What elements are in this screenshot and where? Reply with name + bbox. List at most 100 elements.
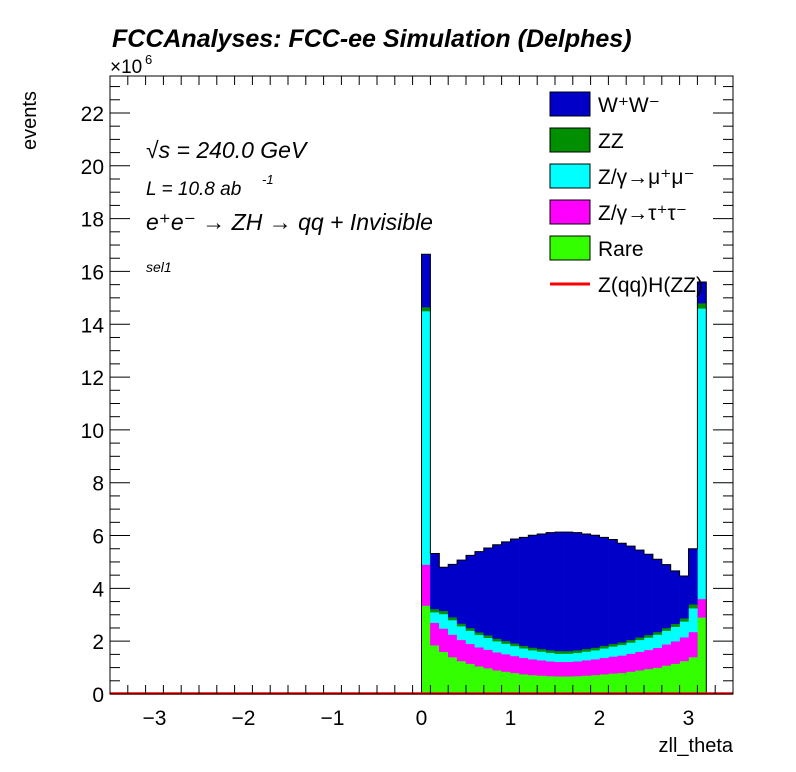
y-tick-label: 12 <box>81 367 104 390</box>
bar-0-1 <box>430 644 440 695</box>
y-tick-label: 14 <box>81 314 105 337</box>
y-exponent-power: 6 <box>145 52 152 67</box>
bar-1-28 <box>670 640 680 664</box>
bar-3-14 <box>545 649 556 654</box>
bar-4-21 <box>608 539 618 645</box>
x-tick-label: 1 <box>505 707 517 730</box>
bar-3-16 <box>563 650 574 654</box>
bar-3-9 <box>501 640 511 644</box>
bar-1-15 <box>554 661 565 677</box>
bar-2-8 <box>492 640 502 653</box>
x-tick-label: −2 <box>232 707 256 730</box>
bar-2-30 <box>688 607 698 633</box>
bar-2-13 <box>536 651 547 661</box>
bar-0-21 <box>608 673 618 695</box>
bar-0-25 <box>643 668 654 695</box>
bar-3-4 <box>456 623 467 627</box>
x-axis-ticks: −3 −2 −1 0 1 2 3 <box>109 76 734 730</box>
bar-2-12 <box>528 649 538 660</box>
bar-3-15 <box>554 650 565 654</box>
legend-label: W⁺W⁻ <box>598 94 660 117</box>
bar-3-5 <box>465 627 476 631</box>
bar-3-22 <box>617 641 627 646</box>
histogram-bars <box>421 253 707 695</box>
bar-4-11 <box>519 537 529 646</box>
bar-2-31 <box>697 308 707 600</box>
x-tick-label: 2 <box>594 707 606 730</box>
bar-4-27 <box>661 564 671 629</box>
bar-0-24 <box>634 669 645 695</box>
stack-outline <box>421 253 707 694</box>
bar-4-19 <box>590 535 600 648</box>
bar-1-0 <box>421 564 431 606</box>
bar-4-3 <box>447 564 458 618</box>
x-axis-label: zll_theta <box>659 735 734 757</box>
bar-0-27 <box>661 665 671 695</box>
bar-2-26 <box>652 634 663 649</box>
bar-0-16 <box>563 676 574 695</box>
bar-1-22 <box>617 655 627 674</box>
bar-2-11 <box>519 648 529 659</box>
bar-0-7 <box>483 667 493 695</box>
bar-1-17 <box>572 661 582 677</box>
bar-1-2 <box>439 628 449 652</box>
bar-2-10 <box>510 645 520 657</box>
bar-3-6 <box>474 631 485 636</box>
bar-2-19 <box>590 649 600 660</box>
bar-4-28 <box>670 570 680 624</box>
y-exponent-label: ×10 6 <box>110 52 152 78</box>
bar-0-13 <box>536 675 547 695</box>
bar-3-10 <box>510 643 520 647</box>
legend-label: ZZ <box>598 130 624 153</box>
bar-1-23 <box>625 653 636 672</box>
bar-2-1 <box>430 611 440 623</box>
y-tick-label: 0 <box>92 684 104 707</box>
bar-1-26 <box>652 647 663 668</box>
bar-0-18 <box>581 675 591 695</box>
legend-swatch <box>549 235 591 261</box>
bar-1-19 <box>590 658 600 676</box>
bar-4-7 <box>483 547 493 636</box>
bar-4-1 <box>430 553 440 610</box>
legend-swatch <box>549 127 591 153</box>
bar-2-2 <box>439 613 449 629</box>
bar-1-21 <box>608 656 618 674</box>
y-exponent-base: ×10 <box>110 57 142 78</box>
annotation-lumi-exponent: -1 <box>262 172 274 187</box>
bar-3-31 <box>697 302 707 309</box>
bar-2-16 <box>563 653 574 663</box>
y-axis-ticks: 0 2 4 6 8 10 12 14 16 18 20 22 <box>81 86 733 707</box>
bar-4-29 <box>679 575 689 619</box>
bar-2-27 <box>661 630 671 645</box>
bar-0-14 <box>545 675 556 695</box>
bar-0-28 <box>670 663 680 695</box>
bar-1-12 <box>528 658 538 676</box>
bar-2-21 <box>608 646 618 657</box>
bar-1-5 <box>465 643 476 664</box>
y-tick-label: 8 <box>92 473 104 496</box>
bar-2-0 <box>421 310 431 565</box>
bar-3-1 <box>430 608 440 613</box>
legend-label: Rare <box>598 238 644 261</box>
bar-2-29 <box>679 621 689 638</box>
bar-2-9 <box>501 643 511 655</box>
bar-1-31 <box>697 598 707 618</box>
bar-4-30 <box>688 548 698 605</box>
bar-3-13 <box>536 648 547 652</box>
legend-swatch <box>549 163 591 189</box>
bar-4-4 <box>456 559 467 624</box>
bar-0-20 <box>599 673 609 695</box>
bar-4-17 <box>572 532 582 651</box>
bar-2-4 <box>456 625 467 641</box>
bar-1-1 <box>430 622 440 646</box>
bar-0-19 <box>590 674 600 695</box>
bar-4-16 <box>563 531 574 652</box>
annotation-lumi: L = 10.8 ab <box>146 179 241 200</box>
plot-frame <box>109 75 734 695</box>
bar-3-19 <box>590 647 600 651</box>
bar-1-25 <box>643 649 654 670</box>
bar-2-25 <box>643 637 654 651</box>
bar-3-30 <box>688 603 698 609</box>
annotation-sqrt-s: √s = 240.0 GeV <box>146 137 309 163</box>
y-tick-label: 16 <box>81 261 104 284</box>
